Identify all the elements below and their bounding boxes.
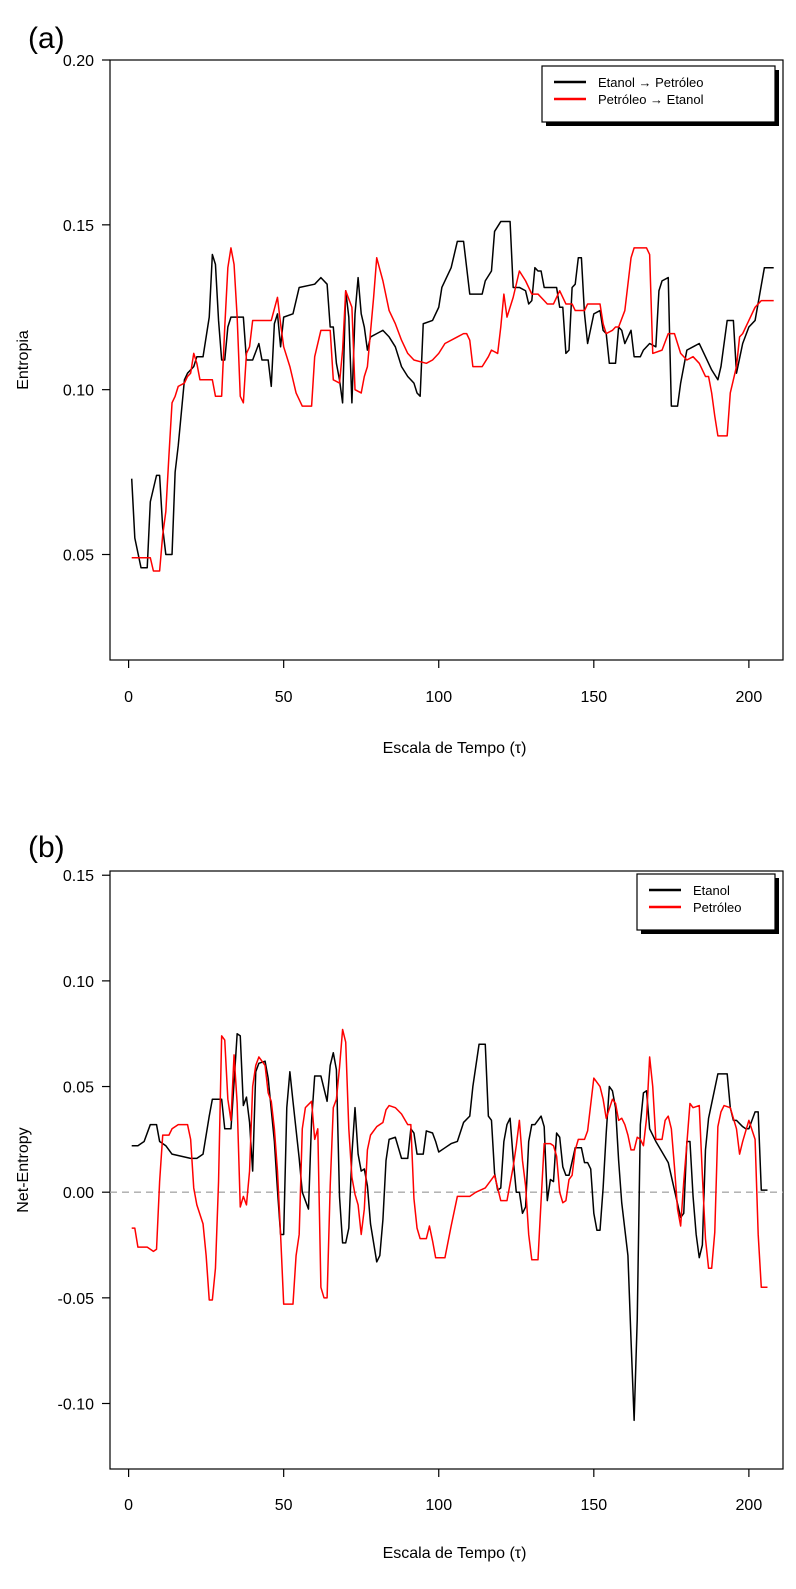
legend: Etanol → Petróleo Petróleo → Etanol xyxy=(541,65,779,126)
y-tick-label: 0.05 xyxy=(63,548,94,565)
x-tick-label: 200 xyxy=(736,689,763,706)
y-tick-label: -0.05 xyxy=(58,1291,95,1308)
x-tick-label: 0 xyxy=(124,689,133,706)
series-line-red xyxy=(131,247,774,572)
plot-frame xyxy=(109,59,784,661)
y-tick-label: 0.00 xyxy=(63,1185,94,1202)
x-tick-label: 100 xyxy=(425,689,452,706)
y-axis-title: Entropia xyxy=(15,330,32,390)
panel-label: (b) xyxy=(28,831,65,864)
y-tick-label: 0.15 xyxy=(63,218,94,235)
series-line-red xyxy=(131,1028,768,1305)
plot-frame xyxy=(109,870,784,1470)
legend-label: Petróleo xyxy=(693,900,741,915)
legend-label: Etanol → Petróleo xyxy=(598,75,704,90)
x-tick-label: 150 xyxy=(580,1497,607,1514)
legend-box xyxy=(541,65,776,123)
series-line-black xyxy=(131,1032,768,1422)
y-tick-label: 0.15 xyxy=(63,868,94,885)
legend-label: Petróleo → Etanol xyxy=(598,92,704,107)
y-tick-label: 0.20 xyxy=(63,53,94,70)
y-axis-title: Net-Entropy xyxy=(15,1127,32,1212)
panel-label: (a) xyxy=(28,22,65,55)
x-tick-label: 150 xyxy=(580,689,607,706)
y-tick-label: 0.05 xyxy=(63,1080,94,1097)
legend-box xyxy=(636,873,776,931)
chart-panel-a: (a) 0 50 100 150 200 0.05 0.10 0.15 0.20 Escala de… xyxy=(15,22,784,757)
chart-panel-b: (b) 0 50 100 150 200 -0.10 -0.05 0.00 0.05 0.10 0.1… xyxy=(15,831,784,1562)
x-tick-label: 50 xyxy=(275,689,293,706)
x-tick-label: 0 xyxy=(124,1497,133,1514)
x-axis-title: Escala de Tempo (τ) xyxy=(383,1545,527,1562)
x-tick-label: 100 xyxy=(425,1497,452,1514)
series-line-black xyxy=(130,220,774,569)
legend-label: Etanol xyxy=(693,883,730,898)
legend: Etanol Petróleo xyxy=(636,873,779,934)
y-tick-label: 0.10 xyxy=(63,383,94,400)
x-tick-label: 50 xyxy=(275,1497,293,1514)
y-tick-label: 0.10 xyxy=(63,974,94,991)
y-tick-label: -0.10 xyxy=(58,1396,95,1413)
x-tick-label: 200 xyxy=(736,1497,763,1514)
x-axis-title: Escala de Tempo (τ) xyxy=(383,740,527,757)
